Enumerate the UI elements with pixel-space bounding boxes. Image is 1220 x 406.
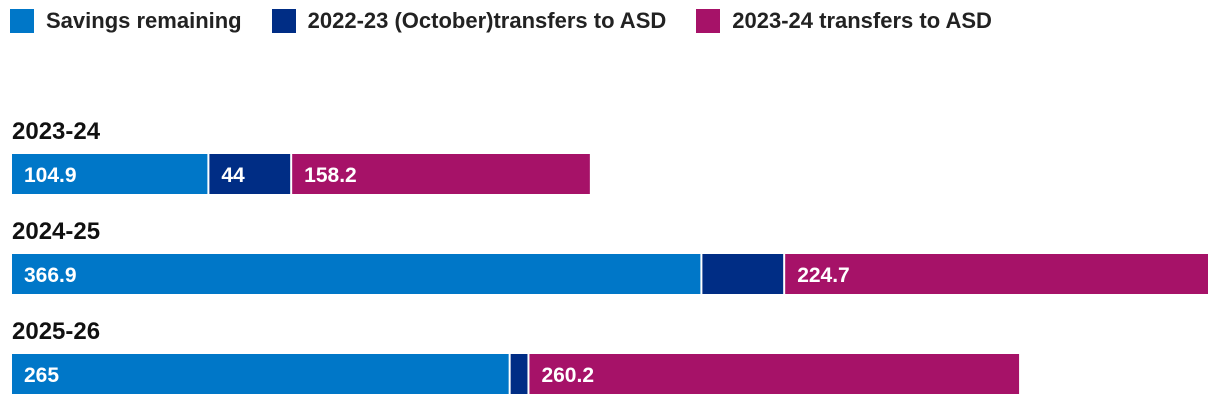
legend: Savings remaining 2022-23 (October)trans… — [10, 8, 1022, 34]
legend-label-2022-23-october-transfers: 2022-23 (October)transfers to ASD — [307, 8, 667, 33]
legend-item-2022-23-october-transfers: 2022-23 (October)transfers to ASD — [271, 8, 667, 34]
legend-item-savings-remaining: Savings remaining — [10, 8, 242, 34]
data-label-2024-25-2023-24-transfers-to-asd: 224.7 — [797, 264, 850, 287]
category-label-2023-24: 2023-24 — [12, 118, 101, 145]
bar-2024-25-2023-24-transfers-to-asd — [785, 254, 1208, 294]
data-label-2024-25-savings-remaining: 366.9 — [24, 264, 77, 287]
legend-swatch-2022-23-october-transfers — [271, 9, 296, 33]
legend-swatch-2023-24-transfers — [696, 9, 721, 33]
data-label-2023-24-savings-remaining: 104.9 — [24, 164, 77, 187]
bar-2023-24-2023-24-transfers-to-asd — [292, 154, 590, 194]
bar-2024-25-2022-23-october-transfers-to-asd — [702, 254, 784, 294]
data-label-2025-26-2023-24-transfers-to-asd: 260.2 — [541, 364, 594, 387]
bar-2023-24-2022-23-october-transfers-to-asd — [209, 154, 291, 194]
bar-2025-26-2022-23-october-transfers-to-asd — [510, 354, 528, 394]
bar-2025-26-2023-24-transfers-to-asd — [529, 354, 1020, 394]
legend-label-2023-24-transfers: 2023-24 transfers to ASD — [732, 8, 992, 33]
legend-swatch-savings-remaining — [10, 9, 34, 33]
legend-label-savings-remaining: Savings remaining — [46, 8, 242, 33]
data-label-2023-24-2022-23-october-transfers-to-asd: 44 — [221, 164, 245, 187]
bar-2023-24-savings-remaining — [12, 154, 208, 194]
data-label-2023-24-2023-24-transfers-to-asd: 158.2 — [304, 164, 357, 187]
data-label-2025-26-savings-remaining: 265 — [24, 364, 59, 387]
legend-item-2023-24-transfers: 2023-24 transfers to ASD — [696, 8, 992, 34]
category-label-2025-26: 2025-26 — [12, 318, 100, 345]
bar-2025-26-savings-remaining — [12, 354, 509, 394]
bar-2024-25-savings-remaining — [12, 254, 701, 294]
category-label-2024-25: 2024-25 — [12, 218, 100, 245]
